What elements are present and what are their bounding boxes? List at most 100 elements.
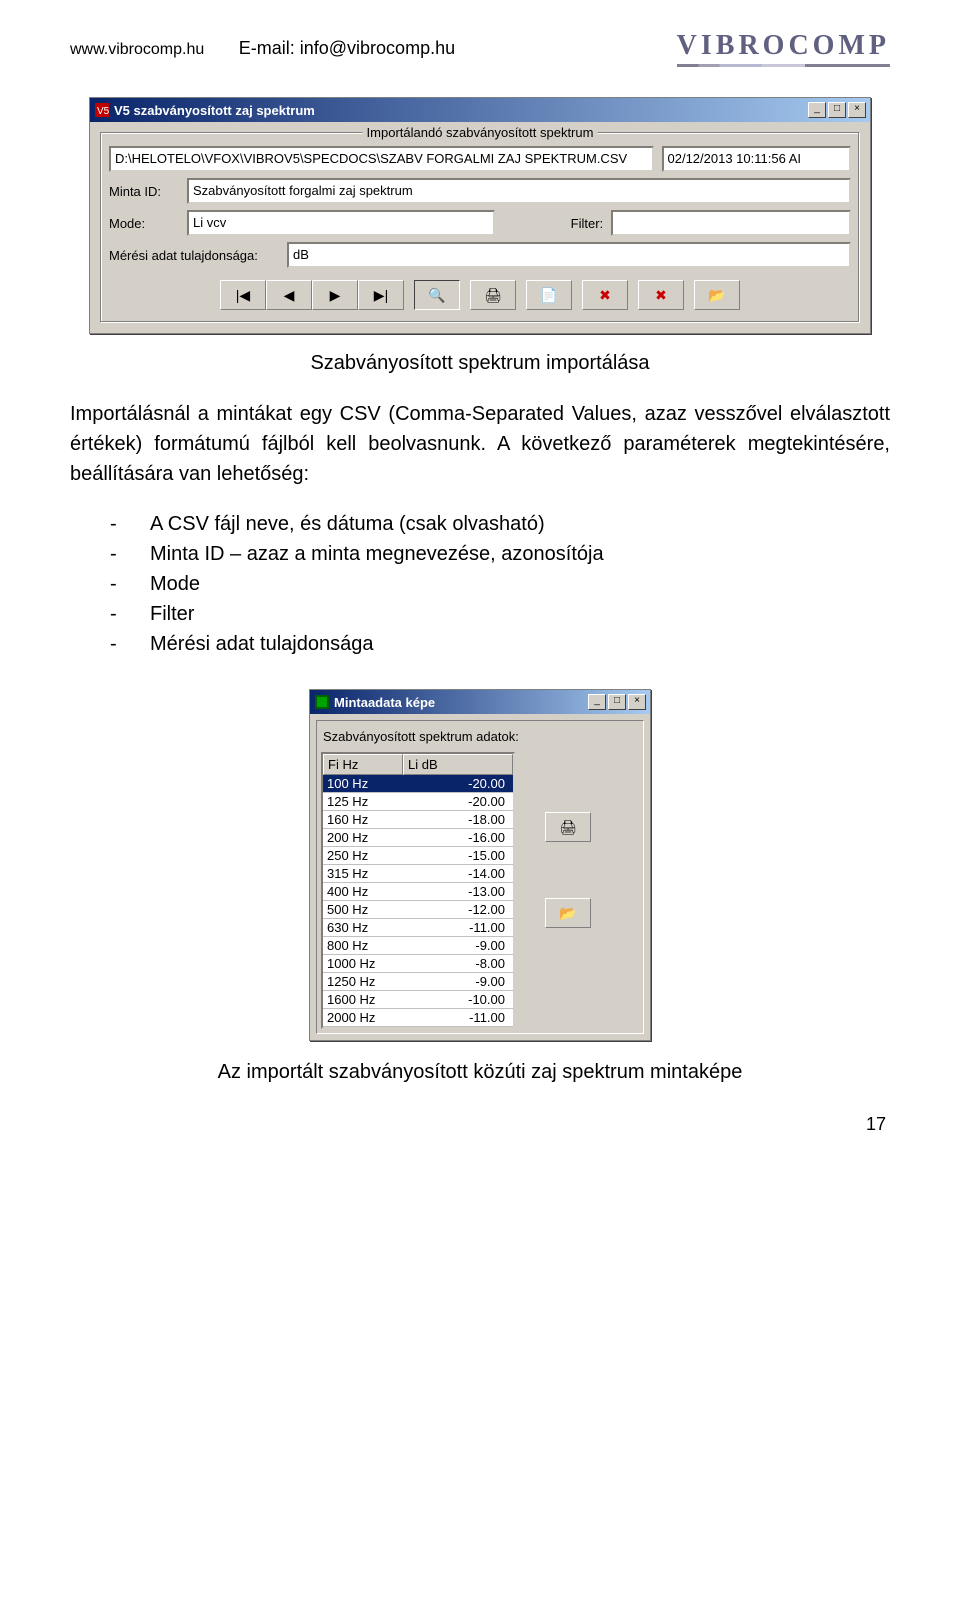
table-header: Fi Hz Li dB [323, 754, 513, 775]
file-date-field: 02/12/2013 10:11:56 AI [662, 146, 852, 172]
close-button[interactable]: × [628, 694, 646, 710]
minimize-button[interactable]: _ [808, 102, 826, 118]
website-link[interactable]: www.vibrocomp.hu [70, 41, 204, 58]
col-hz: Fi Hz [323, 754, 403, 775]
table-row[interactable]: 1000 Hz-8.00 [323, 955, 513, 973]
param-item: Mérési adat tulajdonsága [110, 629, 890, 659]
table-row[interactable]: 1600 Hz-10.00 [323, 991, 513, 1009]
data-dialog: Mintaadata képe _ □ × Szabványosított sp… [309, 689, 651, 1041]
first-button[interactable]: |◀ [220, 280, 266, 310]
panel-title: Szabványosított spektrum adatok: [321, 725, 639, 752]
app-icon: V5 [94, 102, 110, 118]
last-button[interactable]: ▶| [358, 280, 404, 310]
cell-hz: 160 Hz [323, 811, 403, 828]
meresi-field[interactable]: dB [287, 242, 851, 268]
logo: VIBROCOMP [677, 30, 890, 67]
group-title: Importálandó szabványosított spektrum [363, 125, 598, 140]
cell-db: -10.00 [403, 991, 513, 1008]
delete2-button[interactable]: ✖ [638, 280, 684, 310]
prev-button[interactable]: ◀ [266, 280, 312, 310]
open-button[interactable]: 📂 [694, 280, 740, 310]
filter-field[interactable] [611, 210, 851, 236]
cell-hz: 1000 Hz [323, 955, 403, 972]
print-button-2[interactable]: 🖨 [545, 812, 591, 842]
dialog-title: V5 szabványosított zaj spektrum [114, 103, 315, 118]
cell-db: -9.00 [403, 973, 513, 990]
param-list: A CSV fájl neve, és dátuma (csak olvasha… [70, 509, 890, 659]
cell-db: -13.00 [403, 883, 513, 900]
import-dialog: V5 V5 szabványosított zaj spektrum _ □ ×… [89, 97, 871, 334]
param-item: A CSV fájl neve, és dátuma (csak olvasha… [110, 509, 890, 539]
meresi-label: Mérési adat tulajdonsága: [109, 248, 279, 263]
email-link[interactable]: info@vibrocomp.hu [300, 38, 455, 58]
cell-hz: 400 Hz [323, 883, 403, 900]
caption-1: Szabványosított spektrum importálása [70, 352, 890, 375]
table-row[interactable]: 2000 Hz-11.00 [323, 1009, 513, 1027]
titlebar: V5 V5 szabványosított zaj spektrum _ □ × [90, 98, 870, 122]
print-button[interactable]: 🖨 [470, 280, 516, 310]
toolbar: |◀ ◀ ▶ ▶| 🔍 🖨 📄 ✖ ✖ 📂 [109, 274, 851, 314]
table-row[interactable]: 630 Hz-11.00 [323, 919, 513, 937]
cell-db: -20.00 [403, 793, 513, 810]
close-button[interactable]: × [848, 102, 866, 118]
param-item: Minta ID – azaz a minta megnevezése, azo… [110, 539, 890, 569]
table-row[interactable]: 800 Hz-9.00 [323, 937, 513, 955]
col-db: Li dB [403, 754, 513, 775]
table-row[interactable]: 400 Hz-13.00 [323, 883, 513, 901]
cell-db: -11.00 [403, 919, 513, 936]
dialog2-title: Mintaadata képe [334, 695, 435, 710]
new-button[interactable]: 📄 [526, 280, 572, 310]
table-row[interactable]: 500 Hz-12.00 [323, 901, 513, 919]
paragraph-1: Importálásnál a mintákat egy CSV (Comma-… [70, 399, 890, 489]
table-row[interactable]: 125 Hz-20.00 [323, 793, 513, 811]
page-number: 17 [70, 1114, 890, 1135]
table-row[interactable]: 250 Hz-15.00 [323, 847, 513, 865]
maximize-button[interactable]: □ [828, 102, 846, 118]
cell-db: -20.00 [403, 775, 513, 792]
cell-db: -18.00 [403, 811, 513, 828]
table-row[interactable]: 100 Hz-20.00 [323, 775, 513, 793]
maximize-button[interactable]: □ [608, 694, 626, 710]
import-group: Importálandó szabványosított spektrum D:… [100, 132, 860, 323]
data-panel: Szabványosított spektrum adatok: Fi Hz L… [316, 720, 644, 1034]
table-row[interactable]: 160 Hz-18.00 [323, 811, 513, 829]
mode-field[interactable]: Li vcv [187, 210, 495, 236]
next-button[interactable]: ▶ [312, 280, 358, 310]
svg-text:V5: V5 [97, 106, 110, 117]
param-item: Mode [110, 569, 890, 599]
page-header: www.vibrocomp.hu E-mail: info@vibrocomp.… [70, 30, 890, 67]
file-path-field[interactable]: D:\HELOTELO\VFOX\VIBROV5\SPECDOCS\SZABV … [109, 146, 654, 172]
cell-db: -8.00 [403, 955, 513, 972]
minta-id-label: Minta ID: [109, 184, 179, 199]
filter-label: Filter: [563, 216, 603, 231]
cell-db: -12.00 [403, 901, 513, 918]
minimize-button[interactable]: _ [588, 694, 606, 710]
delete-button[interactable]: ✖ [582, 280, 628, 310]
cell-hz: 500 Hz [323, 901, 403, 918]
caption-2: Az importált szabványosított közúti zaj … [70, 1061, 890, 1084]
app-icon [314, 694, 330, 710]
cell-db: -15.00 [403, 847, 513, 864]
table-row[interactable]: 315 Hz-14.00 [323, 865, 513, 883]
cell-hz: 315 Hz [323, 865, 403, 882]
cell-hz: 800 Hz [323, 937, 403, 954]
cell-db: -14.00 [403, 865, 513, 882]
cell-hz: 100 Hz [323, 775, 403, 792]
cell-db: -16.00 [403, 829, 513, 846]
param-item: Filter [110, 599, 890, 629]
cell-hz: 200 Hz [323, 829, 403, 846]
email-label: E-mail: [239, 38, 300, 58]
cell-hz: 1600 Hz [323, 991, 403, 1008]
cell-hz: 2000 Hz [323, 1009, 403, 1026]
open-button-2[interactable]: 📂 [545, 898, 591, 928]
table-row[interactable]: 200 Hz-16.00 [323, 829, 513, 847]
minta-id-field[interactable]: Szabványosított forgalmi zaj spektrum [187, 178, 851, 204]
cell-hz: 1250 Hz [323, 973, 403, 990]
cell-hz: 630 Hz [323, 919, 403, 936]
mode-label: Mode: [109, 216, 179, 231]
cell-db: -11.00 [403, 1009, 513, 1026]
cell-hz: 250 Hz [323, 847, 403, 864]
find-button[interactable]: 🔍 [414, 280, 460, 310]
table-row[interactable]: 1250 Hz-9.00 [323, 973, 513, 991]
cell-db: -9.00 [403, 937, 513, 954]
